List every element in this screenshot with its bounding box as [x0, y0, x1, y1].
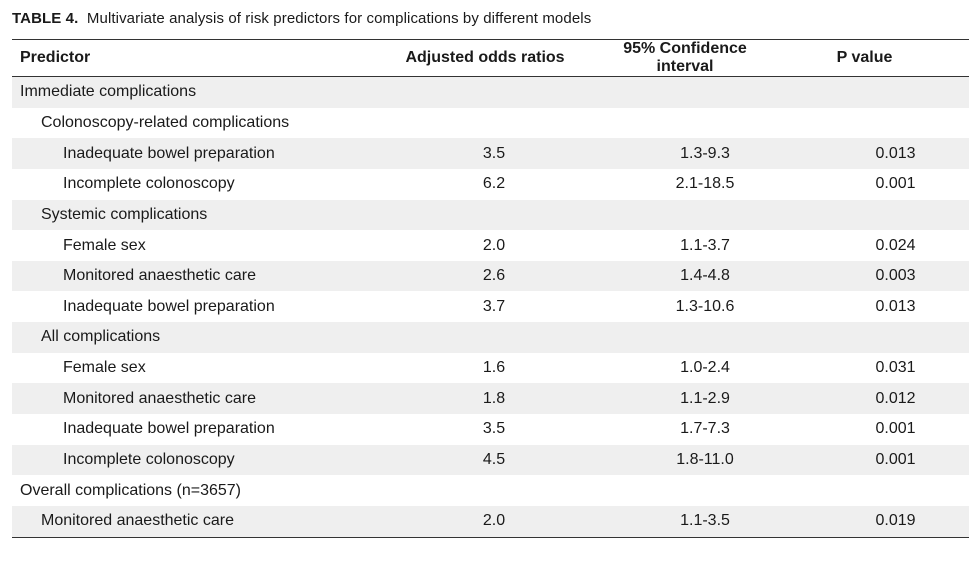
header-row: Predictor Adjusted odds ratios 95% Confi… [12, 39, 969, 77]
confidence-interval-cell [610, 475, 760, 506]
confidence-interval-cell: 1.1-2.9 [610, 383, 760, 415]
predictor-cell: Overall complications (n=3657) [20, 481, 241, 499]
confidence-interval-cell: 1.1-3.7 [680, 236, 730, 254]
table-body: Immediate complications Colonoscopy-relat… [12, 76, 969, 538]
odds-ratio-cell: 1.8 [360, 383, 610, 415]
odds-ratio-cell [360, 475, 610, 506]
predictor-cell: Incomplete colonoscopy [12, 444, 360, 476]
predictor-cell: Female sex [63, 359, 146, 377]
odds-ratio-cell [360, 322, 610, 353]
predictor-cell: All complications [12, 322, 360, 353]
header-confidence-interval: 95% Confidence interval [623, 40, 747, 75]
p-value-cell: 0.003 [760, 260, 969, 292]
risk-predictors-table: Predictor Adjusted odds ratios 95% Confi… [12, 39, 969, 538]
odds-ratio-cell: 3.5 [360, 138, 610, 169]
table-row: Colonoscopy-related complications [12, 108, 969, 139]
predictor-cell: Monitored anaesthetic care [12, 260, 360, 292]
odds-ratio-cell: 6.2 [482, 175, 506, 193]
confidence-interval-cell [610, 199, 760, 231]
confidence-interval-cell: 1.7-7.3 [680, 420, 730, 438]
p-value-cell [760, 322, 969, 353]
predictor-cell: Female sex [63, 236, 146, 254]
p-value-cell: 0.012 [760, 383, 969, 415]
confidence-interval-cell: 1.3-9.3 [610, 138, 760, 169]
header-adjusted-odds-ratios: Adjusted odds ratios [405, 49, 565, 66]
header-p-value: P value [836, 49, 893, 66]
table-row: Female sex 1.6 1.0-2.4 0.031 [12, 353, 969, 384]
table-row: Monitored anaesthetic care 2.6 1.4-4.8 0.00… [12, 260, 969, 292]
confidence-interval-cell: 2.1-18.5 [675, 175, 735, 193]
confidence-interval-cell: 1.3-10.6 [675, 297, 735, 315]
table-row: Monitored anaesthetic care 1.8 1.1-2.9 0.01… [12, 383, 969, 415]
odds-ratio-cell [360, 108, 610, 139]
p-value-cell: 0.001 [875, 175, 916, 193]
p-value-cell [760, 475, 969, 506]
predictor-cell: Inadequate bowel preparation [12, 138, 360, 169]
table-caption-label: TABLE 4. [12, 10, 79, 27]
p-value-cell: 0.019 [760, 505, 969, 538]
predictor-cell: Monitored anaesthetic care [12, 383, 360, 415]
confidence-interval-cell: 1.8-11.0 [610, 444, 760, 476]
header-predictor: Predictor [20, 49, 91, 66]
p-value-cell: 0.001 [875, 420, 916, 438]
confidence-interval-cell: 1.0-2.4 [680, 359, 730, 377]
odds-ratio-cell: 3.5 [482, 420, 506, 438]
odds-ratio-cell [360, 76, 610, 108]
p-value-cell: 0.031 [875, 359, 916, 377]
odds-ratio-cell: 4.5 [360, 444, 610, 476]
p-value-cell: 0.013 [875, 297, 916, 315]
table-row: Immediate complications [12, 76, 969, 108]
p-value-cell [760, 199, 969, 231]
confidence-interval-cell [610, 322, 760, 353]
table-header: Predictor Adjusted odds ratios 95% Confi… [12, 39, 969, 77]
confidence-interval-cell [610, 108, 760, 139]
confidence-interval-cell: 1.1-3.5 [610, 505, 760, 538]
table-caption-text: Multivariate analysis of risk predictors… [86, 10, 592, 27]
odds-ratio-cell: 2.0 [482, 236, 506, 254]
p-value-cell: 0.024 [875, 236, 916, 254]
predictor-cell: Inadequate bowel preparation [63, 297, 275, 315]
predictor-cell: Systemic complications [12, 199, 360, 231]
table-row: Inadequate bowel preparation 3.5 1.7-7.3 0.… [12, 414, 969, 445]
predictor-cell: Incomplete colonoscopy [63, 175, 235, 193]
predictor-cell: Monitored anaesthetic care [12, 505, 360, 538]
confidence-interval-cell: 1.4-4.8 [610, 260, 760, 292]
p-value-cell [760, 108, 969, 139]
odds-ratio-cell: 3.7 [482, 297, 506, 315]
predictor-cell: Inadequate bowel preparation [63, 420, 275, 438]
table-row: Overall complications (n=3657) [12, 475, 969, 506]
table-row: Systemic complications [12, 199, 969, 231]
p-value-cell: 0.013 [760, 138, 969, 169]
p-value-cell: 0.001 [760, 444, 969, 476]
odds-ratio-cell: 2.0 [360, 505, 610, 538]
table-row: Inadequate bowel preparation 3.7 1.3-10.6 0… [12, 291, 969, 322]
odds-ratio-cell [360, 199, 610, 231]
table-row: Female sex 2.0 1.1-3.7 0.024 [12, 230, 969, 261]
odds-ratio-cell: 1.6 [482, 359, 506, 377]
table-row: Monitored anaesthetic care 2.0 1.1-3.5 0.01… [12, 505, 969, 538]
p-value-cell [760, 76, 969, 108]
predictor-cell: Immediate complications [12, 76, 360, 108]
table-row: Incomplete colonoscopy 4.5 1.8-11.0 0.001 [12, 444, 969, 476]
table-row: Inadequate bowel preparation 3.5 1.3-9.3 0.… [12, 138, 969, 169]
table-caption: TABLE 4. Multivariate analysis of risk p… [12, 10, 591, 27]
predictor-cell: Colonoscopy-related complications [41, 113, 290, 131]
table-row: Incomplete colonoscopy 6.2 2.1-18.5 0.001 [12, 169, 969, 200]
odds-ratio-cell: 2.6 [360, 260, 610, 292]
confidence-interval-cell [610, 76, 760, 108]
table-row: All complications [12, 322, 969, 353]
